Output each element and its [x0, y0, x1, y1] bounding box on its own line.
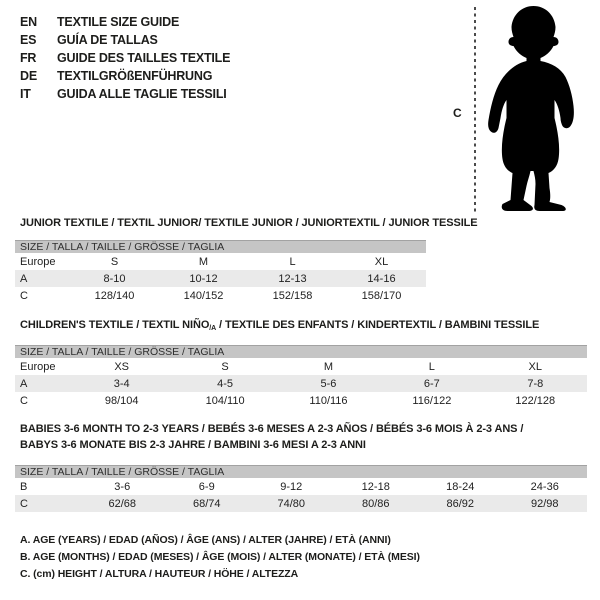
table-cell: 68/74	[192, 497, 221, 510]
babies-title-line-1: BABIES 3-6 MONTH TO 2-3 YEARS / BEBÉS 3-…	[20, 423, 524, 435]
title-text: CHILDREN'S TEXTILE / TEXTIL NIÑO	[20, 319, 210, 331]
babies-size-table: SIZE / TALLA / TAILLE / GRÖSSE / TAGLIA …	[15, 465, 587, 512]
table-cell: 74/80	[277, 497, 306, 510]
table-cell: M	[198, 255, 209, 268]
table-cell: 158/170	[361, 289, 402, 302]
language-code: DE	[20, 69, 37, 83]
row-label: C	[20, 497, 28, 510]
table-cell: L	[289, 255, 296, 268]
language-code: EN	[20, 15, 37, 29]
language-code: ES	[20, 33, 37, 47]
language-code: IT	[20, 87, 31, 101]
table-cell: 24-36	[530, 480, 559, 493]
row-label: Europe	[20, 360, 56, 373]
table-cell: 18-24	[446, 480, 475, 493]
guide-title-fr: GUIDE DES TAILLES TEXTILE	[57, 51, 231, 65]
table-cell: 4-5	[217, 377, 234, 390]
size-header-bar: SIZE / TALLA / TAILLE / GRÖSSE / TAGLIA	[15, 465, 587, 478]
table-row: A 3-4 4-5 5-6 6-7 7-8	[15, 375, 587, 392]
table-cell: 10-12	[189, 272, 218, 285]
title-text: / TEXTILE DES ENFANTS / KINDERTEXTIL / B…	[216, 319, 540, 331]
table-cell: 3-6	[114, 480, 131, 493]
babies-title-line-2: BABYS 3-6 MONATE BIS 2-3 JAHRE / BAMBINI…	[20, 439, 366, 451]
legend-height-cm: C. (cm) HEIGHT / ALTURA / HAUTEUR / HÖHE…	[20, 568, 299, 580]
table-cell: 12-18	[361, 480, 390, 493]
language-guide-list: EN TEXTILE SIZE GUIDE ES GUÍA DE TALLAS FR…	[20, 13, 230, 103]
table-row: C 62/68 68/74 74/80 80/86 86/92 92/98	[15, 495, 587, 512]
table-cell: XL	[374, 255, 389, 268]
table-cell: 12-13	[278, 272, 307, 285]
guide-title-en: TEXTILE SIZE GUIDE	[57, 15, 180, 29]
row-label: C	[20, 289, 28, 302]
junior-table: Europe S M L XL A 8-10 10-12 12-13 14-16…	[15, 253, 426, 304]
table-cell: 128/140	[94, 289, 135, 302]
baby-silhouette-icon	[488, 6, 574, 211]
table-row: B 3-6 6-9 9-12 12-18 18-24 24-36	[15, 478, 587, 495]
list-item: EN TEXTILE SIZE GUIDE	[20, 13, 230, 31]
table-cell: 152/158	[272, 289, 313, 302]
list-item: ES GUÍA DE TALLAS	[20, 31, 230, 49]
row-label: A	[20, 272, 28, 285]
guide-title-it: GUIDA ALLE TAGLIE TESSILI	[57, 87, 227, 101]
table-cell: 110/116	[309, 394, 348, 407]
table-cell: 6-9	[198, 480, 215, 493]
legend-age-years: A. AGE (YEARS) / EDAD (AÑOS) / ÂGE (ANS)…	[20, 534, 391, 546]
table-cell: 62/68	[108, 497, 137, 510]
table-cell: XL	[528, 360, 543, 373]
table-row: C 98/104 104/110 110/116 116/122 122/128	[15, 392, 587, 409]
guide-title-es: GUÍA DE TALLAS	[57, 33, 158, 47]
language-code: FR	[20, 51, 37, 65]
table-row: Europe XS S M L XL	[15, 358, 587, 375]
babies-table: B 3-6 6-9 9-12 12-18 18-24 24-36 C 62/68…	[15, 478, 587, 512]
table-cell: XS	[114, 360, 130, 373]
table-cell: 122/128	[515, 394, 556, 407]
table-cell: 98/104	[104, 394, 139, 407]
height-measure-label: C	[453, 106, 462, 120]
table-cell: S	[110, 255, 119, 268]
junior-size-table: SIZE / TALLA / TAILLE / GRÖSSE / TAGLIA …	[15, 240, 426, 304]
table-row: A 8-10 10-12 12-13 14-16	[15, 270, 426, 287]
table-cell: S	[221, 360, 229, 373]
table-cell: 5-6	[320, 377, 337, 390]
guide-title-de: TEXTILGRÖßENFÜHRUNG	[57, 69, 213, 83]
table-cell: 14-16	[367, 272, 396, 285]
height-dashed-line	[474, 7, 476, 213]
children-table: Europe XS S M L XL A 3-4 4-5 5-6 6-7 7-8…	[15, 358, 587, 409]
table-cell: 80/86	[361, 497, 390, 510]
children-section-title: CHILDREN'S TEXTILE / TEXTIL NIÑO/A / TEX…	[20, 319, 539, 332]
list-item: FR GUIDE DES TAILLES TEXTILE	[20, 49, 230, 67]
table-cell: 86/92	[446, 497, 475, 510]
list-item: IT GUIDA ALLE TAGLIE TESSILI	[20, 85, 230, 103]
table-cell: 92/98	[530, 497, 559, 510]
legend-age-months: B. AGE (MONTHS) / EDAD (MESES) / ÂGE (MO…	[20, 551, 420, 563]
row-label: A	[20, 377, 28, 390]
table-cell: M	[323, 360, 334, 373]
table-cell: 104/110	[205, 394, 245, 407]
table-cell: 7-8	[527, 377, 544, 390]
size-header-bar: SIZE / TALLA / TAILLE / GRÖSSE / TAGLIA	[15, 240, 426, 253]
table-cell: 9-12	[280, 480, 303, 493]
children-size-table: SIZE / TALLA / TAILLE / GRÖSSE / TAGLIA …	[15, 345, 587, 409]
junior-section-title: JUNIOR TEXTILE / TEXTIL JUNIOR/ TEXTILE …	[20, 217, 478, 229]
table-row: C 128/140 140/152 152/158 158/170	[15, 287, 426, 304]
table-cell: 6-7	[423, 377, 440, 390]
table-cell: 3-4	[113, 377, 130, 390]
table-row: Europe S M L XL	[15, 253, 426, 270]
row-label: C	[20, 394, 28, 407]
babies-section-title: BABIES 3-6 MONTH TO 2-3 YEARS / BEBÉS 3-…	[20, 421, 523, 453]
table-cell: 116/122	[412, 394, 452, 407]
size-header-bar: SIZE / TALLA / TAILLE / GRÖSSE / TAGLIA	[15, 345, 587, 358]
row-label: B	[20, 480, 28, 493]
list-item: DE TEXTILGRÖßENFÜHRUNG	[20, 67, 230, 85]
measurement-legend: A. AGE (YEARS) / EDAD (AÑOS) / ÂGE (ANS)…	[20, 532, 420, 583]
table-cell: L	[428, 360, 435, 373]
table-cell: 140/152	[183, 289, 224, 302]
row-label: Europe	[20, 255, 56, 268]
table-cell: 8-10	[103, 272, 126, 285]
title-subscript: /A	[209, 325, 217, 332]
